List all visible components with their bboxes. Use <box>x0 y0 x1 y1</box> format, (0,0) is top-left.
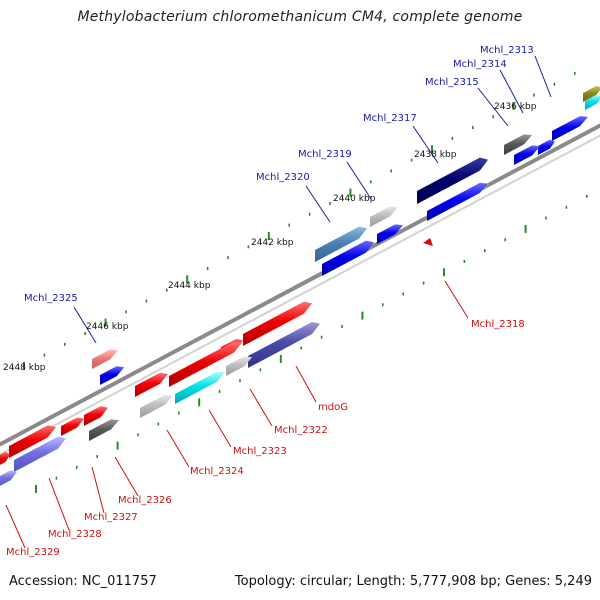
gene-label-mchl-2317[interactable]: Mchl_2317 <box>363 113 417 124</box>
tick-label-2436: 2436 kbp <box>494 102 537 112</box>
leader-line <box>249 388 273 427</box>
leader-line <box>534 55 552 98</box>
tick-label-2438: 2438 kbp <box>414 150 457 160</box>
gene-block-mchl-2326b[interactable] <box>89 419 119 441</box>
gene-block-mchl-2328[interactable] <box>9 425 56 458</box>
gene-block-mchl-2329[interactable] <box>0 451 10 467</box>
gene-label-mchl-2327[interactable]: Mchl_2327 <box>84 512 138 523</box>
gene-label-mchl-2318[interactable]: Mchl_2318 <box>471 319 525 330</box>
leader-line <box>5 504 26 549</box>
leader-line <box>295 365 317 403</box>
gene-label-mdog[interactable]: mdoG <box>318 402 348 413</box>
leader-line <box>73 306 97 344</box>
reverse-gene-labels: Mchl_2318 mdoG Mchl_2322 Mchl_2323 Mchl_… <box>6 319 525 558</box>
gene-block-2316[interactable] <box>504 134 532 155</box>
gene-label-mchl-2324[interactable]: Mchl_2324 <box>190 466 244 477</box>
leader-line <box>166 429 190 468</box>
gene-block-mchl-2323[interactable] <box>169 341 242 387</box>
gene-block-mchl-2313-olive[interactable] <box>583 85 600 102</box>
tick-label-2446: 2446 kbp <box>86 322 129 332</box>
tick-label-2448: 2448 kbp <box>3 363 46 373</box>
gene-label-mchl-2323[interactable]: Mchl_2323 <box>233 446 287 457</box>
tick-label-2440: 2440 kbp <box>333 194 376 204</box>
gene-label-mchl-2315[interactable]: Mchl_2315 <box>425 77 479 88</box>
leader-line <box>444 280 469 319</box>
gene-block-mchl-2319[interactable] <box>377 224 403 244</box>
tick-dots <box>23 71 588 493</box>
gene-block-mchl-2315[interactable] <box>538 139 555 155</box>
gene-label-mchl-2329[interactable]: Mchl_2329 <box>6 547 60 558</box>
strand-marker <box>423 238 433 246</box>
gene-block-mchl-2315b[interactable] <box>514 145 540 165</box>
accession-text: Accession: NC_011757 <box>9 574 157 589</box>
gene-block-mchl-2322c[interactable] <box>226 356 252 376</box>
gene-label-mchl-2326[interactable]: Mchl_2326 <box>118 495 172 506</box>
gene-block-mchl-2313-cyan[interactable] <box>585 94 600 110</box>
forward-gene-labels: Mchl_2313 Mchl_2314 Mchl_2315 Mchl_2317 … <box>24 45 534 304</box>
gene-blocks <box>0 85 600 488</box>
gene-label-mchl-2320[interactable]: Mchl_2320 <box>256 172 310 183</box>
tick-label-2444: 2444 kbp <box>168 281 211 291</box>
gene-block-mchl-2326[interactable] <box>84 406 108 426</box>
map-title: Methylobacterium chloromethanicum CM4, c… <box>77 9 523 25</box>
leader-lines <box>5 55 552 549</box>
leader-line <box>412 125 439 164</box>
backbone <box>0 123 600 456</box>
gene-label-mchl-2325[interactable]: Mchl_2325 <box>24 293 78 304</box>
gene-block-mchl-2322[interactable] <box>248 322 320 368</box>
leader-line <box>114 456 139 497</box>
gene-block-2319[interactable] <box>370 206 398 227</box>
gene-block-mchl-2325[interactable] <box>92 349 118 369</box>
leader-line <box>477 87 509 127</box>
leader-line <box>499 69 524 114</box>
gene-label-mchl-2313[interactable]: Mchl_2313 <box>480 45 534 56</box>
gene-block-mchl-2317[interactable] <box>417 157 488 204</box>
genome-summary-text: Topology: circular; Length: 5,777,908 bp… <box>234 574 592 589</box>
tick-label-2442: 2442 kbp <box>251 238 294 248</box>
gene-block-mchl-2324[interactable] <box>135 372 168 397</box>
gene-block-mchl-2327[interactable] <box>61 417 84 436</box>
gene-block-mchl-2320b[interactable] <box>322 240 374 276</box>
leader-line <box>91 466 105 514</box>
tick-labels: 2436 kbp 2438 kbp 2440 kbp 2442 kbp 2444… <box>3 102 537 373</box>
gene-block-mchl-2325b[interactable] <box>100 366 124 385</box>
gene-block-mchl-2328b[interactable] <box>14 436 66 472</box>
gene-label-mchl-2328[interactable]: Mchl_2328 <box>48 529 102 540</box>
gene-block-mdog[interactable] <box>243 301 312 346</box>
gene-block-mchl-2317b[interactable] <box>427 182 488 221</box>
gene-block-mchl-2314[interactable] <box>552 116 588 141</box>
gene-block-mchl-2324b[interactable] <box>140 394 173 418</box>
gene-block-mchl-2320[interactable] <box>315 226 367 262</box>
leader-line <box>48 477 70 531</box>
leader-line <box>208 409 232 448</box>
gene-block-mchl-2323b[interactable] <box>175 371 225 404</box>
gene-block-mchl-2329b[interactable] <box>0 470 17 488</box>
leader-line <box>305 185 331 223</box>
leader-line <box>346 161 372 200</box>
gene-label-mchl-2314[interactable]: Mchl_2314 <box>453 59 507 70</box>
gene-label-mchl-2322[interactable]: Mchl_2322 <box>274 425 328 436</box>
gene-label-mchl-2319[interactable]: Mchl_2319 <box>298 149 352 160</box>
